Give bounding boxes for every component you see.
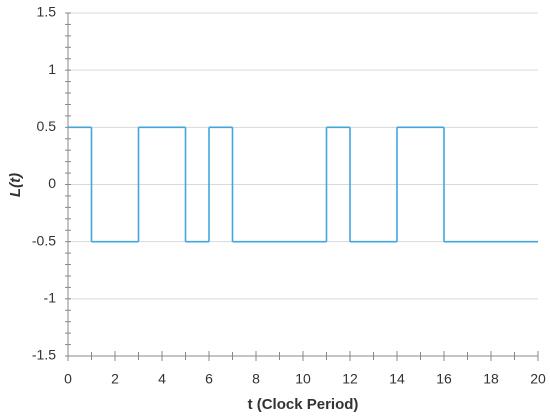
- y-axis-label: L(t): [7, 173, 24, 197]
- y-tick-label: 0: [48, 175, 56, 191]
- y-tick-label: -1.5: [32, 347, 56, 363]
- x-tick-label: 8: [252, 371, 260, 387]
- x-tick-label: 0: [64, 371, 72, 387]
- y-tick-label: 0.5: [37, 118, 57, 134]
- x-tick-label: 14: [389, 371, 405, 387]
- x-tick-label: 16: [436, 371, 452, 387]
- x-tick-label: 12: [342, 371, 358, 387]
- x-tick-label: 4: [158, 371, 166, 387]
- y-tick-label: 1: [48, 61, 56, 77]
- x-tick-label: 20: [530, 371, 546, 387]
- x-tick-label: 18: [483, 371, 499, 387]
- x-tick-label: 10: [295, 371, 311, 387]
- y-tick-label: -1: [44, 290, 57, 306]
- y-tick-label: 1.5: [37, 4, 57, 20]
- x-tick-label: 6: [205, 371, 213, 387]
- x-tick-label: 2: [111, 371, 119, 387]
- y-tick-label: -0.5: [32, 232, 56, 248]
- x-axis-label: t (Clock Period): [248, 396, 359, 413]
